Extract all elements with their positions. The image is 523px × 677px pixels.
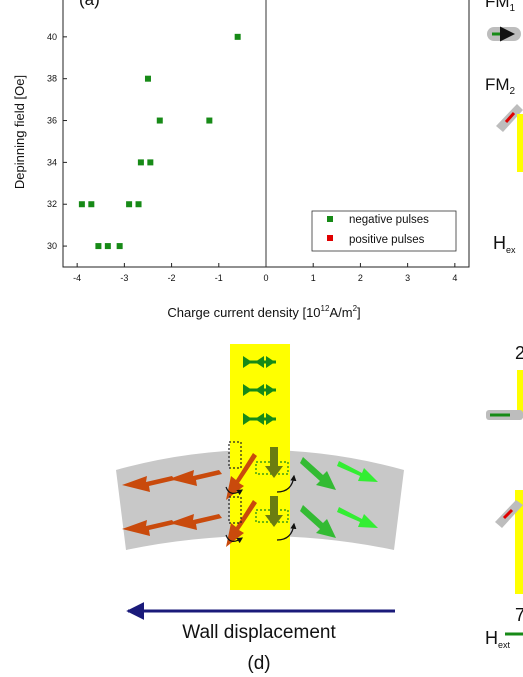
green-arrow-icon (300, 457, 336, 490)
down-arrow-icon (265, 496, 283, 527)
legend-label-positive: positive pulses (349, 234, 425, 246)
point-negative (95, 243, 102, 250)
point-negative (137, 159, 144, 166)
green-arrow-icon (337, 507, 378, 528)
x-tick-label: -2 (168, 273, 176, 283)
point-negative (135, 201, 142, 208)
x-tick-label: 4 (452, 273, 457, 283)
point-negative (144, 75, 151, 82)
x-tick-label: -3 (120, 273, 128, 283)
legend-swatch-negative (327, 216, 333, 222)
panel-label-a: (a) (79, 0, 100, 9)
y-axis-label: Depinning field [Oe] (12, 75, 27, 189)
point-negative (104, 243, 111, 250)
curved-arrows (225, 474, 297, 544)
hex-label-top: Hex (493, 233, 516, 255)
domain-wall-schematic: Wall displacement (d) (116, 344, 404, 674)
x-tick-label: 3 (405, 273, 410, 283)
center-arrows (265, 447, 283, 527)
digit-top: 2 (515, 343, 523, 363)
legend-swatch-positive (327, 235, 333, 241)
legend-label-negative: negative pulses (349, 214, 429, 226)
right-domain-arrows (300, 457, 378, 538)
point-negative (116, 243, 123, 250)
point-negative (126, 201, 133, 208)
double-arrow-icon (243, 384, 276, 396)
point-negative (234, 33, 241, 40)
data-points (78, 33, 241, 250)
strip-arrows (243, 356, 276, 425)
fm1-label: FM1 (485, 0, 516, 14)
point-negative (88, 201, 95, 208)
x-tick-label: 2 (358, 273, 363, 283)
fm1-arrow-icon (487, 26, 521, 42)
brown-arrow-icon (226, 500, 257, 547)
wall-displacement-label: Wall displacement (182, 622, 336, 643)
fm2-label: FM2 (485, 75, 516, 97)
double-arrow-icon (243, 413, 276, 425)
x-tick-label: 1 (311, 273, 316, 283)
point-negative (78, 201, 85, 208)
right-edge-panel: FM1 FM2 Hex 2 7 Hext (485, 0, 523, 650)
y-tick-label: 40 (47, 32, 57, 42)
brown-arrow-icon (226, 453, 257, 500)
digit-bottom: 7 (515, 605, 523, 625)
x-tick-label: -1 (215, 273, 223, 283)
panel-label-d: (d) (247, 653, 270, 674)
yellow-strip-middle (517, 370, 523, 418)
hext-label-bottom: Hext (485, 628, 511, 650)
legend: negative pulses positive pulses (311, 210, 457, 252)
y-tick-label: 36 (47, 116, 57, 126)
green-arrow-icon (337, 461, 378, 482)
fm2-arrow-icon (496, 104, 523, 132)
yellow-strip-bottom (515, 490, 523, 594)
y-tick-label: 30 (47, 241, 57, 251)
brown-arrow-icon (122, 476, 175, 492)
mid-arrow-icon (486, 410, 523, 420)
brown-arrow-icon (169, 470, 222, 486)
double-arrow-icon (243, 356, 276, 368)
point-negative (156, 117, 163, 124)
point-negative (147, 159, 154, 166)
y-ticks: 30323436384042 (47, 32, 67, 251)
point-negative (206, 117, 213, 124)
x-tick-label: 0 (263, 273, 268, 283)
yellow-strip-top (517, 114, 523, 172)
y-tick-label: 34 (47, 157, 57, 167)
x-ticks: -4 -3 -2 -1 0 1 2 3 4 (73, 263, 457, 283)
lower-arrow-icon (495, 500, 523, 528)
legend-box (311, 210, 457, 252)
brown-arrow-icon (122, 520, 175, 536)
left-domain-arrows (122, 453, 257, 547)
down-arrow-icon (265, 447, 283, 478)
x-tick-label: -4 (73, 273, 81, 283)
y-tick-label: 32 (47, 199, 57, 209)
y-tick-label: 38 (47, 74, 57, 84)
brown-arrow-icon (169, 514, 222, 530)
green-arrow-icon (300, 505, 336, 538)
x-axis-label: Charge current density [1012A/m2] (167, 304, 360, 320)
